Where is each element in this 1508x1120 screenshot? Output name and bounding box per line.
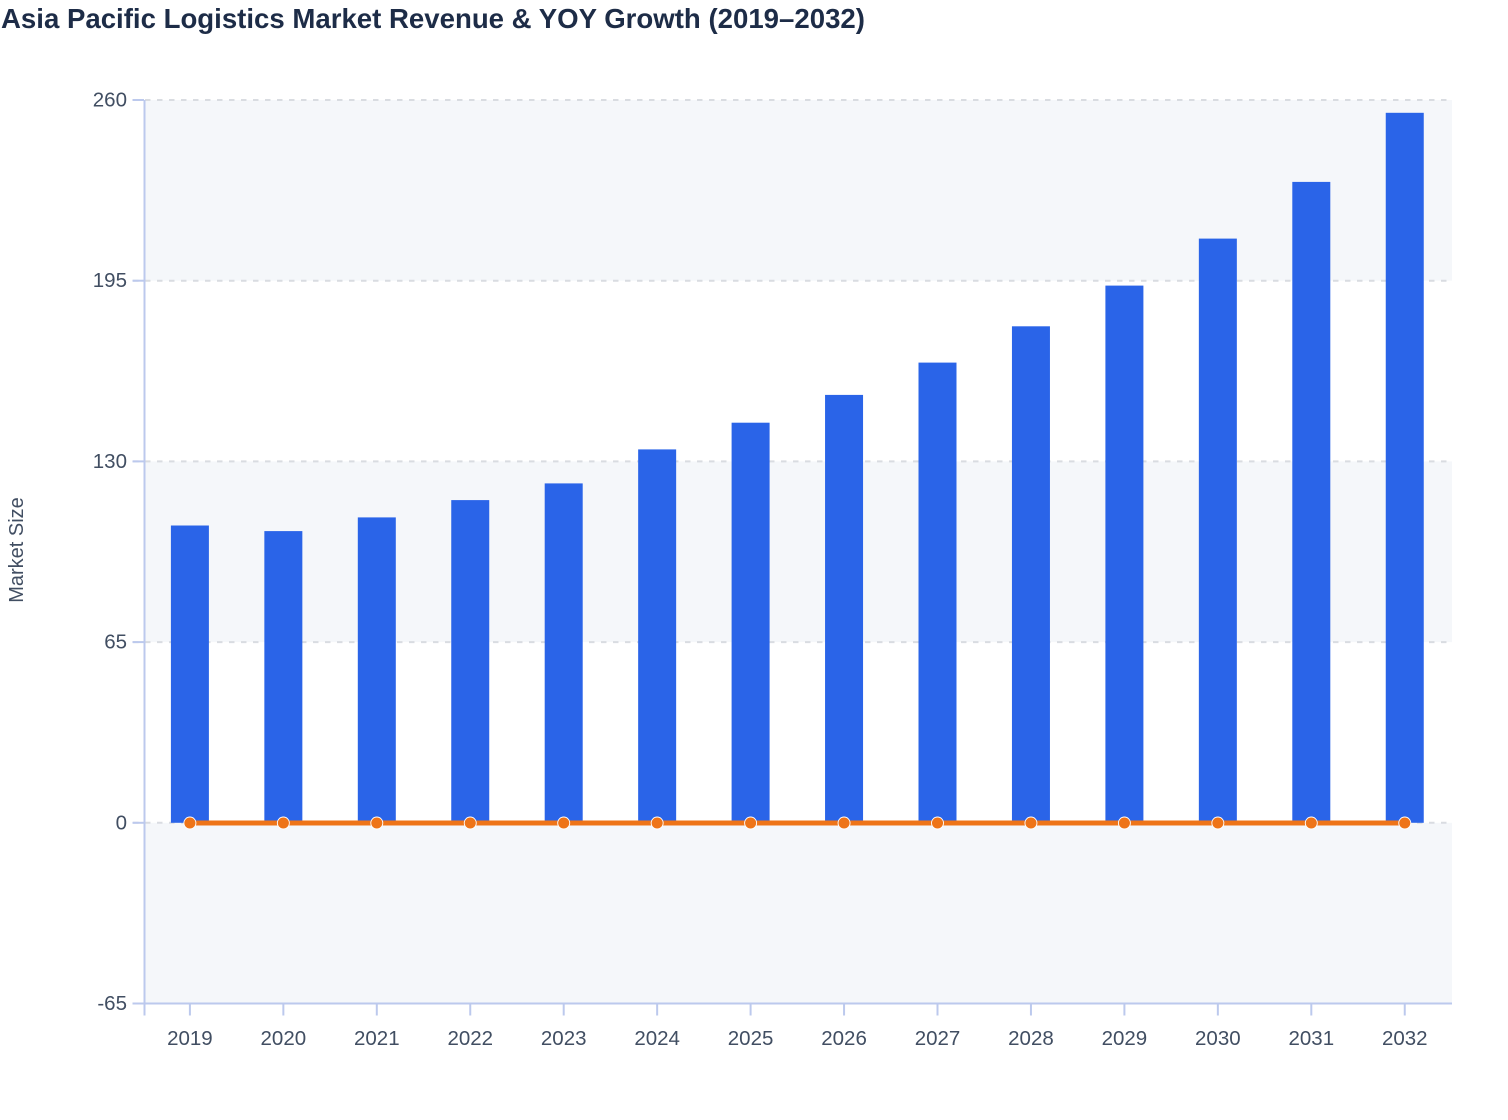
svg-text:260: 260 (93, 89, 127, 112)
svg-text:2019: 2019 (167, 1027, 213, 1050)
svg-text:2023: 2023 (541, 1027, 587, 1050)
svg-text:Market Size: Market Size (6, 497, 28, 603)
svg-text:2030: 2030 (1195, 1027, 1241, 1050)
svg-text:195: 195 (93, 269, 127, 292)
svg-text:Asia Pacific Logistics Market: Asia Pacific Logistics Market Revenue & … (1, 3, 865, 34)
svg-text:2032: 2032 (1382, 1027, 1428, 1050)
svg-text:2022: 2022 (447, 1027, 493, 1050)
svg-text:-65: -65 (97, 992, 127, 1015)
svg-text:2020: 2020 (261, 1027, 307, 1050)
svg-text:0: 0 (116, 811, 127, 834)
svg-text:2021: 2021 (354, 1027, 400, 1050)
svg-text:2029: 2029 (1102, 1027, 1148, 1050)
svg-text:65: 65 (104, 631, 127, 654)
svg-text:2028: 2028 (1008, 1027, 1054, 1050)
svg-text:2026: 2026 (821, 1027, 867, 1050)
svg-text:2027: 2027 (915, 1027, 961, 1050)
svg-text:130: 130 (93, 450, 127, 473)
svg-text:2031: 2031 (1288, 1027, 1334, 1050)
svg-text:2024: 2024 (634, 1027, 680, 1050)
svg-text:2025: 2025 (728, 1027, 774, 1050)
